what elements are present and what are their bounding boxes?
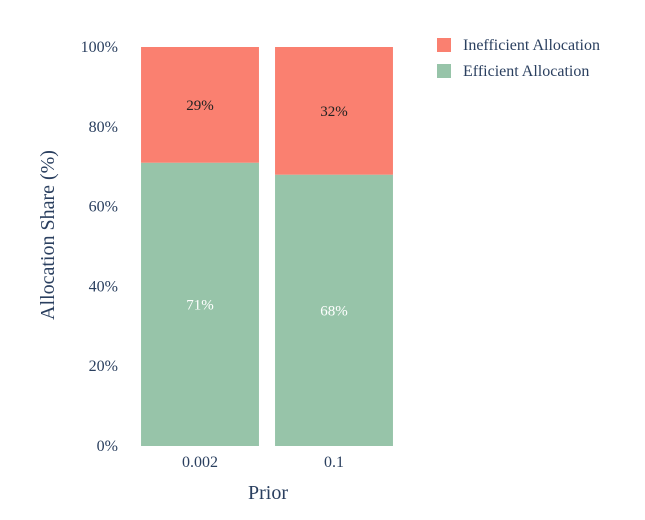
x-axis-title: Prior: [248, 482, 288, 504]
bar-data-label: 68%: [320, 303, 348, 319]
x-axis-ticks: 0.002 0.1: [182, 454, 344, 471]
y-tick-label: 80%: [89, 119, 118, 136]
bar-data-label: 71%: [186, 297, 214, 313]
y-tick-label: 100%: [81, 39, 118, 56]
x-tick-label: 0.1: [324, 454, 344, 471]
bar-data-labels: 71% 29% 68% 32%: [186, 98, 348, 319]
bar-segment: [141, 47, 259, 163]
y-axis-ticks: 0% 20% 40% 60% 80% 100%: [81, 39, 118, 455]
bar-data-label: 29%: [186, 98, 214, 114]
bar-data-label: 32%: [320, 104, 348, 120]
legend-item[interactable]: Efficient Allocation: [437, 63, 589, 80]
bar-segment: [275, 47, 393, 175]
y-tick-label: 20%: [89, 358, 118, 375]
y-tick-label: 0%: [97, 438, 118, 455]
legend-label: Inefficient Allocation: [463, 37, 600, 54]
y-tick-label: 60%: [89, 199, 118, 216]
legend[interactable]: Inefficient Allocation Efficient Allocati…: [437, 37, 600, 80]
legend-label: Efficient Allocation: [463, 63, 589, 80]
bar-segment: [141, 162, 259, 446]
legend-swatch: [437, 38, 451, 52]
y-axis-title: Allocation Share (%): [37, 150, 59, 320]
legend-item[interactable]: Inefficient Allocation: [437, 37, 600, 54]
x-tick-label: 0.002: [182, 454, 218, 471]
bar-segment: [275, 174, 393, 446]
legend-swatch: [437, 64, 451, 78]
bars: [141, 47, 393, 446]
y-tick-label: 40%: [89, 278, 118, 295]
